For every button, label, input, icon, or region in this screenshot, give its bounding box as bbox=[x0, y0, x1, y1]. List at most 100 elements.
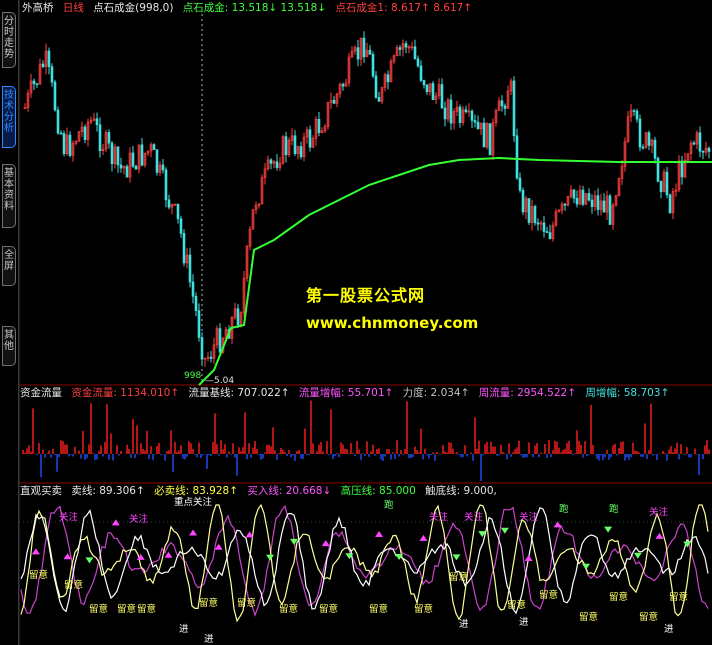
candle-body bbox=[242, 277, 246, 313]
signal-label-enter: 进 bbox=[204, 634, 214, 645]
tab-2[interactable]: 基本资料 bbox=[2, 164, 16, 228]
candle-body bbox=[311, 138, 315, 148]
candle-body bbox=[281, 136, 285, 164]
candle-body bbox=[212, 344, 216, 359]
candle-body bbox=[302, 136, 306, 158]
candle-body bbox=[170, 204, 174, 208]
candle-body bbox=[188, 254, 192, 283]
signal-arrow bbox=[63, 553, 72, 560]
candle-body bbox=[62, 133, 66, 154]
fund-panel-header: 资金流量 资金流量: 1134.010↑ 流量基线: 707.022↑ 流量增幅… bbox=[20, 386, 710, 400]
candle-body bbox=[368, 49, 372, 55]
candle-body bbox=[395, 47, 399, 57]
signal-label-watch: 留意 bbox=[369, 603, 388, 615]
candle-body bbox=[194, 296, 198, 311]
candle-body bbox=[26, 92, 30, 109]
signal-arrow bbox=[604, 526, 613, 533]
signal-panel-title[interactable]: 直观买卖 bbox=[20, 485, 62, 497]
candle-body bbox=[122, 166, 126, 169]
candle-body bbox=[491, 122, 495, 156]
candle-body bbox=[236, 308, 240, 326]
candle-body bbox=[563, 203, 567, 206]
candle-body bbox=[77, 131, 81, 142]
candle-body bbox=[686, 153, 690, 161]
candle-body bbox=[254, 204, 258, 210]
candle-body bbox=[506, 90, 510, 109]
candle-body bbox=[260, 177, 264, 205]
tab-0[interactable]: 分时走势 bbox=[2, 12, 16, 68]
indicator-name[interactable]: 点石成金(998,0) bbox=[93, 2, 174, 14]
period-label[interactable]: 日线 bbox=[62, 2, 84, 14]
candle-body bbox=[314, 118, 318, 139]
candle-body bbox=[416, 58, 420, 67]
candle-body bbox=[458, 106, 462, 124]
candle-body bbox=[377, 97, 381, 102]
candle-body bbox=[704, 147, 708, 153]
candle-body bbox=[656, 157, 660, 182]
candle-body bbox=[275, 161, 279, 168]
signal-arrow bbox=[214, 543, 223, 550]
candle-body bbox=[29, 80, 33, 94]
candle-body bbox=[497, 100, 501, 111]
bottom-line-value: 触底线: 9.000, bbox=[425, 485, 497, 497]
signal-arrow bbox=[245, 531, 254, 538]
signal-label-watch: 留意 bbox=[539, 589, 558, 601]
candle-body bbox=[137, 144, 141, 170]
candle-body bbox=[200, 337, 204, 360]
candle-body bbox=[578, 189, 582, 205]
candle-body bbox=[35, 83, 39, 86]
candle-body bbox=[38, 63, 42, 85]
candle-body bbox=[299, 146, 303, 158]
candle-body bbox=[473, 120, 477, 123]
candle-body bbox=[344, 82, 348, 87]
watermark-url: www.chnmoney.com bbox=[306, 314, 479, 332]
signal-arrow bbox=[683, 541, 692, 548]
candle-body bbox=[44, 50, 48, 67]
candle-body bbox=[287, 139, 291, 156]
candle-body bbox=[452, 111, 456, 124]
candle-body bbox=[197, 310, 201, 338]
candle-body bbox=[515, 135, 519, 179]
candle-body bbox=[140, 144, 144, 166]
candle-body bbox=[185, 254, 189, 264]
candle-body bbox=[677, 160, 681, 191]
signal-label-attention: 关注 bbox=[519, 511, 539, 523]
candle-body bbox=[215, 328, 219, 346]
candle-body bbox=[290, 135, 294, 141]
candle-body bbox=[551, 224, 555, 239]
signal-label-attention: 关注 bbox=[59, 511, 79, 523]
tab-1[interactable]: 技术分析 bbox=[2, 86, 16, 148]
tab-4[interactable]: 其他 bbox=[2, 326, 16, 366]
candle-body bbox=[482, 122, 486, 148]
signal-label-watch: 留意 bbox=[319, 603, 338, 615]
candle-body bbox=[329, 100, 333, 103]
tab-3[interactable]: 全屏 bbox=[2, 246, 16, 286]
candle-body bbox=[365, 49, 369, 58]
candle-body bbox=[500, 100, 504, 107]
main-panel-header: 外高桥 日线 点石成金(998,0) 点石成金: 13.518↓ 13.518↓… bbox=[22, 1, 710, 15]
sell-line-white bbox=[20, 507, 709, 615]
candle-body bbox=[347, 56, 351, 84]
candle-body bbox=[74, 141, 78, 144]
candle-body bbox=[398, 47, 402, 50]
candle-body bbox=[512, 80, 516, 137]
candle-body bbox=[503, 105, 507, 109]
candle-body bbox=[659, 180, 663, 192]
candle-body bbox=[95, 118, 99, 126]
signal-label-enter: 进 bbox=[519, 617, 529, 628]
candle-body bbox=[59, 132, 63, 135]
candle-body bbox=[146, 150, 150, 154]
signal-label-watch: 留意 bbox=[117, 603, 136, 615]
signal-label-watch: 留意 bbox=[669, 591, 688, 603]
signal-label-key_attention: 重点关注 bbox=[174, 496, 213, 508]
signal-label-watch: 留意 bbox=[29, 569, 48, 581]
candle-body bbox=[404, 43, 408, 48]
candle-body bbox=[464, 109, 468, 113]
signal-label-attention: 关注 bbox=[129, 513, 149, 525]
candle-body bbox=[41, 63, 45, 67]
candle-body bbox=[614, 195, 618, 206]
candle-body bbox=[383, 74, 387, 88]
candle-body bbox=[209, 356, 213, 359]
fund-panel-title[interactable]: 资金流量 bbox=[20, 387, 62, 399]
candle-body bbox=[266, 159, 270, 170]
